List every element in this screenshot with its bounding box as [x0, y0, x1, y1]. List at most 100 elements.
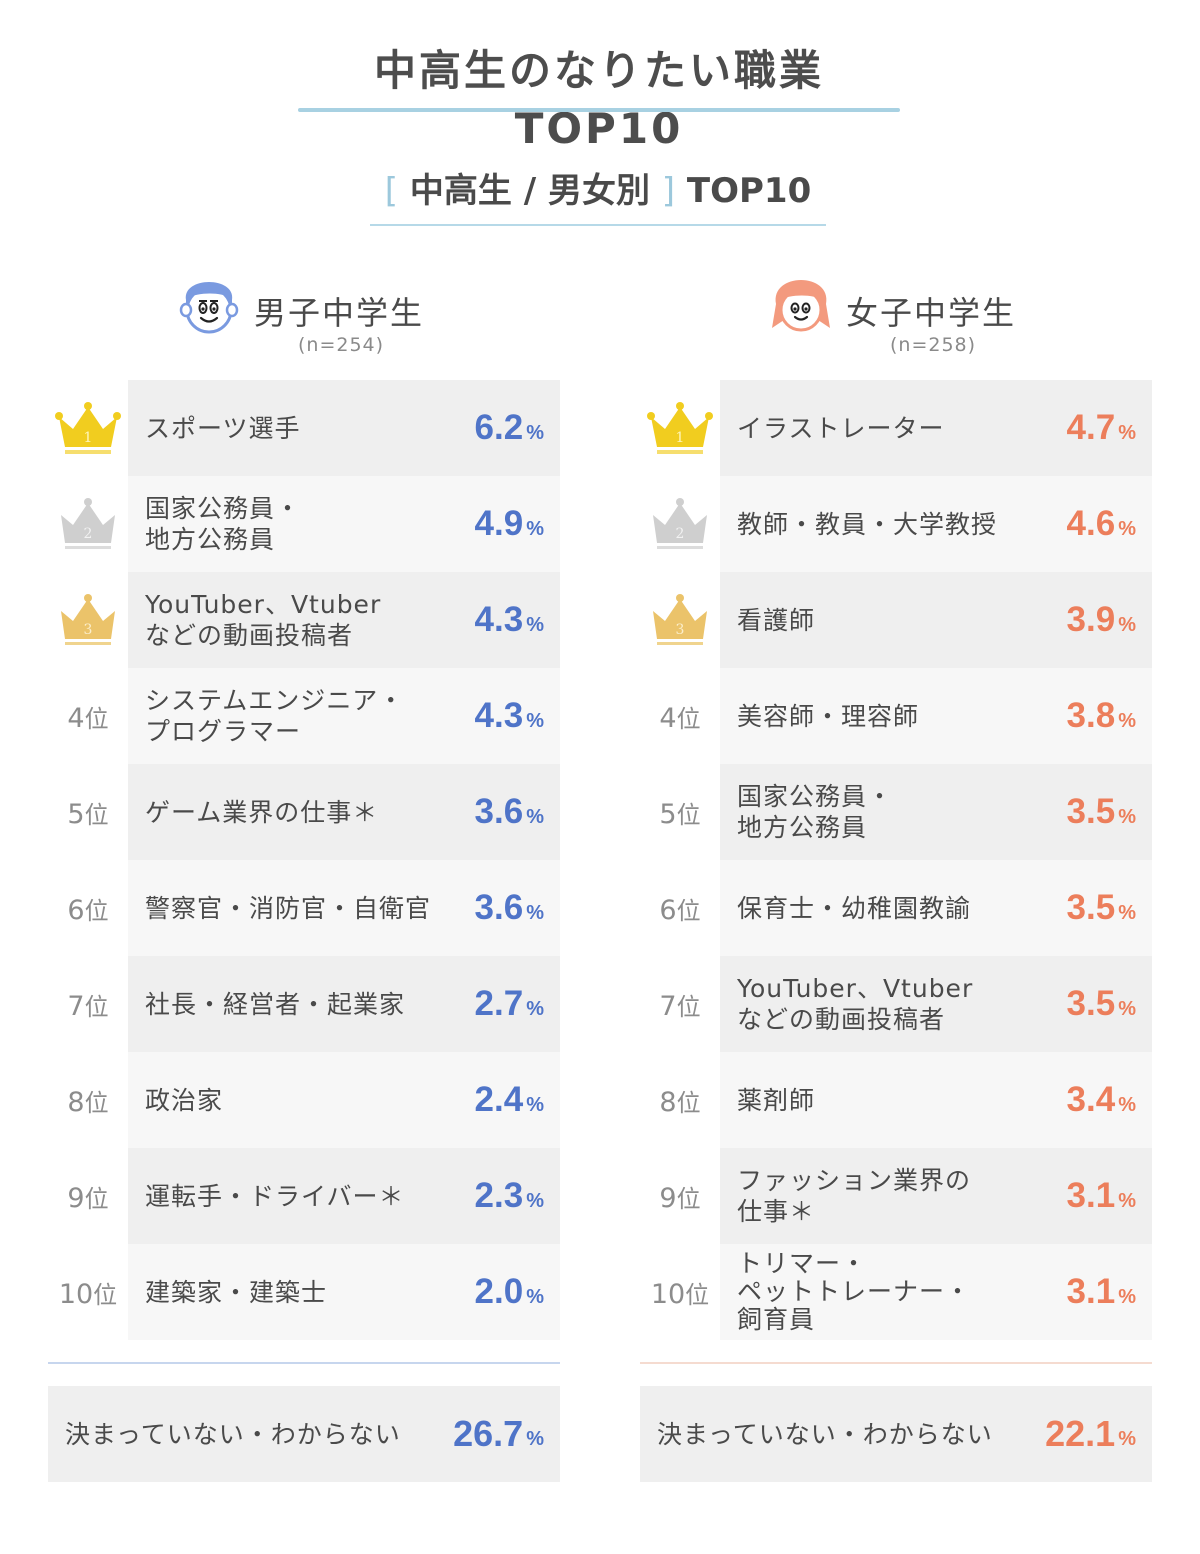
- table-row: 6位 警察官・消防官・自衛官 3.6%: [48, 860, 560, 956]
- svg-text:2: 2: [676, 526, 685, 542]
- percentage: 3.5%: [1066, 984, 1136, 1023]
- job-name: 社長・経営者・起業家: [145, 989, 406, 1019]
- table-row: 6位 保育士・幼稚園教諭 3.5%: [640, 860, 1152, 956]
- percentage: 3.9%: [1066, 600, 1136, 639]
- percentage: 2.4%: [474, 1080, 544, 1119]
- row-cell: システムエンジニア・ プログラマー 4.3%: [128, 668, 560, 764]
- girl-face-icon: [770, 270, 832, 336]
- job-name: 薬剤師: [737, 1085, 816, 1115]
- gold-crown-icon: 1: [640, 380, 720, 476]
- job-name: イラストレーター: [737, 413, 945, 443]
- job-name: 国家公務員・ 地方公務員: [737, 782, 894, 842]
- job-name: トリマー・ ペットトレーナー・ 飼育員: [737, 1249, 972, 1334]
- row-cell: イラストレーター 4.7%: [720, 380, 1152, 476]
- svg-text:3: 3: [676, 622, 685, 638]
- bracket-close: ]: [661, 171, 676, 211]
- female-sample-size: (n=258): [890, 334, 977, 356]
- row-cell: 運転手・ドライバー＊ 2.3%: [128, 1148, 560, 1244]
- rank-label: 6位: [659, 894, 701, 926]
- rank-label: 7位: [67, 990, 109, 1022]
- table-row: 1 スポーツ選手 6.2%: [48, 380, 560, 476]
- rank-label: 9位: [67, 1182, 109, 1214]
- row-cell: スポーツ選手 6.2%: [128, 380, 560, 476]
- percentage: 2.7%: [474, 984, 544, 1023]
- row-cell: 国家公務員・ 地方公務員 4.9%: [128, 476, 560, 572]
- silver-crown-icon: 2: [48, 476, 128, 572]
- table-row: 4位 システムエンジニア・ プログラマー 4.3%: [48, 668, 560, 764]
- percentage: 3.6%: [474, 888, 544, 927]
- job-name: 警察官・消防官・自衛官: [145, 893, 432, 923]
- row-cell: 美容師・理容師 3.8%: [720, 668, 1152, 764]
- job-name: YouTuber、Vtuber などの動画投稿者: [145, 590, 382, 650]
- female-ranking-list: 1 イラストレーター 4.7% 2 教師・教員・大学教授 4.6% 3 看護師 …: [640, 380, 1152, 1340]
- row-cell: 保育士・幼稚園教諭 3.5%: [720, 860, 1152, 956]
- job-name: スポーツ選手: [145, 413, 301, 443]
- table-row: 5位 ゲーム業界の仕事＊ 3.6%: [48, 764, 560, 860]
- male-divider: [48, 1362, 560, 1364]
- percentage: 6.2%: [474, 408, 544, 447]
- subtitle-underline: [370, 224, 826, 226]
- female-header: 女子中学生 (n=258): [640, 262, 1152, 380]
- table-row: 2 教師・教員・大学教授 4.6%: [640, 476, 1152, 572]
- row-cell: 薬剤師 3.4%: [720, 1052, 1152, 1148]
- boy-face-icon: [178, 270, 240, 336]
- female-undecided-row: 決まっていない・わからない 22.1%: [640, 1386, 1152, 1482]
- table-row: 9位 運転手・ドライバー＊ 2.3%: [48, 1148, 560, 1244]
- percentage: 3.1%: [1066, 1272, 1136, 1311]
- percentage: 3.4%: [1066, 1080, 1136, 1119]
- row-cell: トリマー・ ペットトレーナー・ 飼育員 3.1%: [720, 1244, 1152, 1340]
- rank-label: 8位: [659, 1086, 701, 1118]
- rank-label: 5位: [659, 798, 701, 830]
- table-row: 4位 美容師・理容師 3.8%: [640, 668, 1152, 764]
- percentage: 3.5%: [1066, 888, 1136, 927]
- silver-crown-icon: 2: [640, 476, 720, 572]
- job-name: 看護師: [737, 605, 816, 635]
- percentage: 3.5%: [1066, 792, 1136, 831]
- job-name: ファッション業界の 仕事＊: [737, 1166, 972, 1226]
- job-name: システムエンジニア・ プログラマー: [145, 686, 405, 746]
- subtitle-main: 中高生 / 男女別: [409, 171, 650, 211]
- undecided-label: 決まっていない・わからない: [657, 1419, 993, 1449]
- rank-label: 10位: [58, 1278, 118, 1310]
- row-cell: YouTuber、Vtuber などの動画投稿者 3.5%: [720, 956, 1152, 1052]
- table-row: 2 国家公務員・ 地方公務員 4.9%: [48, 476, 560, 572]
- row-cell: 国家公務員・ 地方公務員 3.5%: [720, 764, 1152, 860]
- job-name: 運転手・ドライバー＊: [145, 1181, 405, 1211]
- svg-text:1: 1: [84, 430, 93, 446]
- row-cell: 建築家・建築士 2.0%: [128, 1244, 560, 1340]
- table-row: 1 イラストレーター 4.7%: [640, 380, 1152, 476]
- male-column: 男子中学生 (n=254) 1 スポーツ選手 6.2% 2 国家公務員・ 地方公…: [48, 262, 560, 1482]
- row-cell: ファッション業界の 仕事＊ 3.1%: [720, 1148, 1152, 1244]
- rank-label: 9位: [659, 1182, 701, 1214]
- job-name: 建築家・建築士: [145, 1277, 328, 1307]
- svg-text:1: 1: [676, 430, 685, 446]
- table-row: 7位 社長・経営者・起業家 2.7%: [48, 956, 560, 1052]
- row-cell: 政治家 2.4%: [128, 1052, 560, 1148]
- female-column: 女子中学生 (n=258) 1 イラストレーター 4.7% 2 教師・教員・大学…: [640, 262, 1152, 1482]
- male-ranking-list: 1 スポーツ選手 6.2% 2 国家公務員・ 地方公務員 4.9% 3 YouT…: [48, 380, 560, 1340]
- percentage: 4.9%: [474, 504, 544, 543]
- percentage: 4.7%: [1066, 408, 1136, 447]
- job-name: 政治家: [145, 1085, 224, 1115]
- rank-label: 4位: [67, 702, 109, 734]
- undecided-percentage: 22.1%: [1045, 1413, 1136, 1454]
- row-cell: 社長・経営者・起業家 2.7%: [128, 956, 560, 1052]
- percentage: 4.6%: [1066, 504, 1136, 543]
- table-row: 10位 トリマー・ ペットトレーナー・ 飼育員 3.1%: [640, 1244, 1152, 1340]
- percentage: 2.0%: [474, 1272, 544, 1311]
- percentage: 4.3%: [474, 696, 544, 735]
- table-row: 3 看護師 3.9%: [640, 572, 1152, 668]
- rank-label: 10位: [650, 1278, 710, 1310]
- row-cell: YouTuber、Vtuber などの動画投稿者 4.3%: [128, 572, 560, 668]
- subtitle-suffix: TOP10: [686, 171, 812, 211]
- percentage: 3.1%: [1066, 1176, 1136, 1215]
- male-header: 男子中学生 (n=254): [48, 262, 560, 380]
- male-sample-size: (n=254): [298, 334, 385, 356]
- row-cell: ゲーム業界の仕事＊ 3.6%: [128, 764, 560, 860]
- svg-text:3: 3: [84, 622, 93, 638]
- percentage: 3.6%: [474, 792, 544, 831]
- rank-label: 5位: [67, 798, 109, 830]
- rank-label: 8位: [67, 1086, 109, 1118]
- table-row: 8位 政治家 2.4%: [48, 1052, 560, 1148]
- female-label: 女子中学生: [846, 294, 1017, 332]
